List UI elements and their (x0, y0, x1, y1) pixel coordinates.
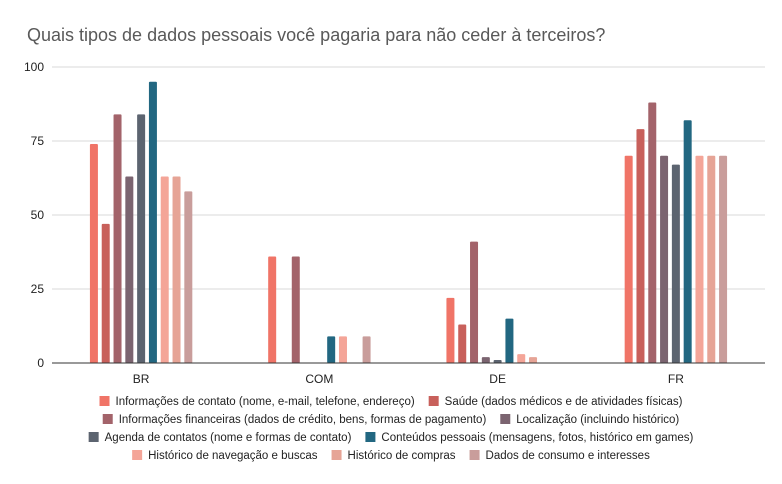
bar-fr-series-7 (695, 155, 704, 363)
bar-fr-series-5 (671, 164, 680, 363)
bars (89, 81, 728, 364)
bar-fr-series-6 (683, 120, 692, 363)
legend-swatch (428, 396, 439, 406)
legend-swatch (469, 450, 480, 460)
x-axis-categories: BR COM DE FR (133, 372, 684, 386)
bar-fr-series-1 (624, 155, 633, 363)
bar-de-series-3 (470, 241, 479, 363)
x-category-label: COM (305, 372, 333, 386)
y-tick-label: 25 (31, 282, 45, 296)
bar-com-series-1 (268, 256, 277, 363)
legend-label: Histórico de navegação e buscas (148, 450, 318, 462)
bar-de-series-7 (517, 354, 526, 363)
bar-br-series-9 (184, 191, 193, 363)
x-category-label: DE (489, 372, 506, 386)
bar-br-series-6 (148, 81, 157, 364)
bar-br-series-1 (89, 143, 98, 363)
bar-de-series-1 (446, 297, 455, 363)
legend-swatch (99, 396, 110, 406)
legend-label: Localização (incluindo histórico) (516, 414, 679, 426)
legend-label: Agenda de contatos (nome e formas de con… (105, 432, 352, 444)
legend-item: Dados de consumo e interesses (469, 450, 651, 462)
bar-com-series-3 (291, 256, 300, 363)
bar-de-series-6 (505, 318, 514, 363)
bar-de-series-4 (481, 357, 490, 363)
legend-swatch (88, 432, 99, 442)
bar-fr-series-8 (707, 155, 716, 363)
legend-swatch (102, 414, 113, 424)
gridlines (52, 66, 765, 364)
legend-item: Agenda de contatos (nome e formas de con… (88, 432, 352, 444)
bar-com-series-9 (362, 336, 371, 363)
y-tick-label: 50 (31, 208, 45, 222)
bar-br-series-3 (113, 114, 122, 363)
legend-swatch (331, 450, 342, 460)
y-tick-label: 0 (37, 356, 44, 370)
legend-label: Conteúdos pessoais (mensagens, fotos, hi… (381, 432, 693, 444)
legend: Informações de contato (nome, e-mail, te… (88, 396, 694, 462)
legend-swatch (500, 414, 511, 424)
legend-item: Localização (incluindo histórico) (500, 414, 679, 426)
legend-item: Conteúdos pessoais (mensagens, fotos, hi… (365, 432, 694, 444)
legend-item: Informações financeiras (dados de crédit… (102, 414, 487, 426)
legend-swatch (132, 450, 143, 460)
legend-label: Dados de consumo e interesses (486, 450, 651, 462)
y-tick-label: 100 (24, 60, 44, 74)
x-category-label: BR (133, 372, 150, 386)
bar-fr-series-4 (660, 155, 669, 363)
bar-br-series-2 (101, 223, 110, 363)
legend-label: Saúde (dados médicos e de atividades fís… (445, 396, 683, 408)
bar-com-series-7 (338, 336, 347, 363)
y-axis-ticks: 0 25 50 75 100 (24, 60, 44, 370)
y-tick-label: 75 (31, 134, 45, 148)
bar-br-series-8 (172, 176, 181, 363)
chart-title: Quais tipos de dados pessoais você pagar… (27, 25, 605, 45)
bar-fr-series-2 (636, 129, 645, 363)
legend-label: Histórico de compras (348, 450, 456, 462)
bar-fr-series-9 (719, 155, 728, 363)
legend-item: Informações de contato (nome, e-mail, te… (99, 396, 415, 408)
legend-item: Saúde (dados médicos e de atividades fís… (428, 396, 683, 408)
bar-br-series-7 (160, 176, 169, 363)
bar-br-series-5 (137, 114, 146, 363)
legend-item: Histórico de navegação e buscas (132, 450, 318, 462)
bar-de-series-5 (493, 360, 502, 363)
bar-com-series-6 (327, 336, 336, 363)
legend-item: Histórico de compras (331, 450, 456, 462)
bar-br-series-4 (125, 176, 134, 363)
bar-de-series-2 (458, 324, 467, 363)
x-category-label: FR (668, 372, 684, 386)
bar-fr-series-3 (648, 102, 657, 364)
legend-label: Informações financeiras (dados de crédit… (119, 414, 487, 426)
legend-label: Informações de contato (nome, e-mail, te… (116, 396, 415, 408)
legend-swatch (365, 432, 376, 442)
bar-de-series-8 (529, 357, 538, 363)
